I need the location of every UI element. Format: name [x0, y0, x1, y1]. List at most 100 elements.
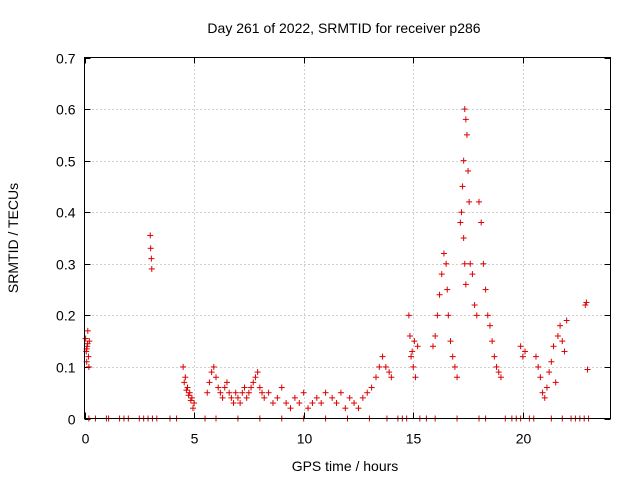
data-point: [493, 363, 500, 370]
data-point: [537, 374, 544, 381]
data-point: [438, 271, 445, 278]
data-point: [467, 260, 474, 267]
data-point: [458, 209, 465, 216]
data-point: [259, 389, 266, 396]
data-point: [208, 369, 215, 376]
data-point: [245, 389, 252, 396]
data-point: [517, 343, 524, 350]
data-point: [554, 332, 561, 339]
data-point: [283, 400, 290, 407]
data-point: [182, 374, 189, 381]
data-point: [382, 363, 389, 370]
data-point: [183, 387, 190, 394]
data-point: [461, 106, 468, 113]
data-point: [497, 374, 504, 381]
data-point: [300, 389, 307, 396]
data-point: [228, 394, 235, 401]
data-point: [440, 250, 447, 257]
y-tick-label: 0.3: [56, 257, 76, 273]
data-point: [364, 389, 371, 396]
data-point: [148, 265, 155, 272]
data-point: [269, 400, 276, 407]
data-point: [543, 384, 550, 391]
data-point: [215, 384, 222, 391]
data-point: [552, 379, 559, 386]
data-point: [409, 348, 416, 355]
data-point: [217, 389, 224, 396]
axis-ticks: 0 0.1 0.2 0.3 0.4 0.5 0.6 0.7 0 5 10 15 20: [56, 51, 611, 447]
data-point: [495, 369, 502, 376]
data-point: [454, 374, 461, 381]
data-point: [274, 394, 281, 401]
data-point: [221, 384, 228, 391]
data-point: [189, 405, 196, 412]
data-point: [147, 245, 154, 252]
data-point: [463, 131, 470, 138]
data-point: [436, 291, 443, 298]
data-point: [443, 260, 450, 267]
data-point: [230, 400, 237, 407]
data-point: [539, 389, 546, 396]
x-tick-label: 15: [406, 431, 422, 447]
data-point: [563, 317, 570, 324]
data-point: [147, 232, 154, 239]
data-point: [355, 405, 362, 412]
data-point: [252, 374, 259, 381]
data-point: [541, 394, 548, 401]
data-point: [445, 312, 452, 319]
data-point: [223, 379, 230, 386]
data-point: [535, 363, 542, 370]
data-point: [84, 340, 91, 347]
data-point: [210, 363, 217, 370]
data-point: [559, 338, 566, 345]
data-point: [491, 353, 498, 360]
data-point: [548, 358, 555, 365]
x-tick-label: 20: [516, 431, 532, 447]
y-tick-label: 0: [68, 412, 76, 428]
data-point: [584, 366, 591, 373]
y-tick-label: 0.7: [56, 51, 76, 67]
data-point: [287, 405, 294, 412]
data-point: [204, 389, 211, 396]
data-point: [406, 332, 413, 339]
data-point: [265, 389, 272, 396]
data-point: [278, 384, 285, 391]
y-tick-label: 0.1: [56, 360, 76, 376]
data-point: [460, 235, 467, 241]
data-point: [256, 384, 263, 391]
data-point: [148, 255, 155, 262]
data-point: [239, 389, 246, 396]
data-point: [186, 389, 193, 396]
data-point: [241, 384, 248, 391]
data-point: [546, 369, 553, 376]
data-point: [414, 343, 421, 350]
data-point: [82, 335, 89, 342]
data-point: [184, 384, 191, 391]
data-point: [191, 400, 198, 407]
data-point: [206, 379, 213, 386]
data-point: [451, 363, 458, 370]
y-axis-label: SRMTID / TECUs: [5, 183, 21, 293]
x-axis-label: GPS time / hours: [292, 458, 399, 474]
data-point: [480, 260, 487, 267]
data-point: [486, 322, 493, 329]
data-point: [296, 400, 303, 407]
data-point: [405, 312, 412, 319]
y-tick-label: 0.4: [56, 205, 76, 221]
data-point: [462, 281, 469, 288]
data-point: [219, 394, 226, 401]
data-point: [447, 338, 454, 345]
data-point: [482, 286, 489, 293]
data-point: [185, 392, 192, 399]
data-point: [444, 286, 451, 293]
y-tick-label: 0.5: [56, 154, 76, 170]
data-point: [181, 379, 188, 386]
data-point: [386, 369, 393, 376]
data-points: [82, 106, 592, 422]
data-point: [460, 157, 467, 164]
data-point: [351, 400, 358, 407]
data-point: [432, 332, 439, 339]
grid-lines: [84, 57, 611, 419]
data-point: [457, 219, 464, 226]
